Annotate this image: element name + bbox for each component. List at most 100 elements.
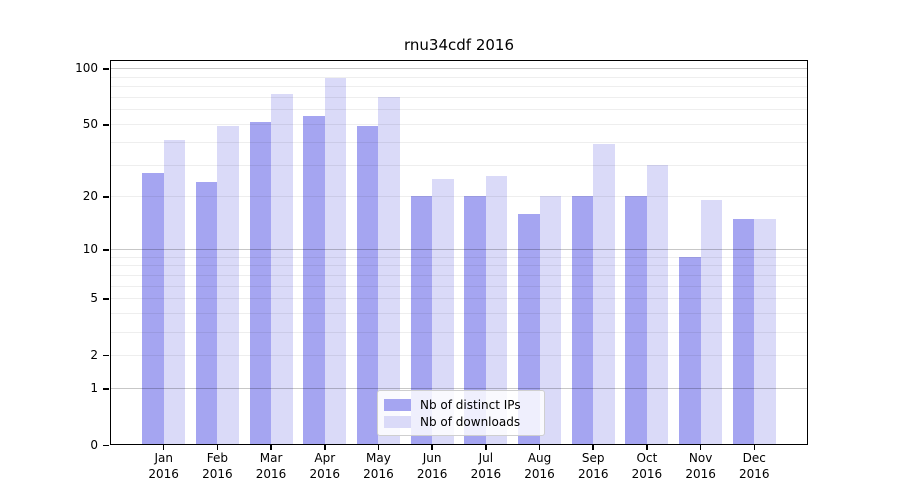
- x-tick-year-oct: 2016: [631, 467, 663, 481]
- bar-distinct-ips-sep: [571, 196, 594, 444]
- bar-distinct-ips-nov: [679, 256, 701, 444]
- legend-item-downloads: Nb of downloads: [384, 415, 538, 429]
- x-tick-year-jun: 2016: [416, 467, 448, 481]
- bar-distinct-ips-mar: [249, 122, 272, 444]
- x-tick-label-mar: Mar 2016: [241, 450, 301, 482]
- x-tick-mark-may: [377, 445, 380, 450]
- y-tick-mark-5: [103, 298, 109, 300]
- y-tick-mark-2: [103, 354, 109, 357]
- x-tick-mark-jun: [431, 445, 433, 450]
- x-tick-label-dec: Dec 2016: [724, 450, 784, 482]
- gridline-minor-90: [111, 76, 807, 78]
- bar-downloads-feb: [217, 125, 239, 444]
- y-tick-label-20: 20: [82, 189, 98, 204]
- bar-distinct-ips-aug: [518, 213, 540, 444]
- bar-downloads-mar: [271, 93, 293, 444]
- y-tick-label-50: 50: [82, 117, 98, 132]
- bar-distinct-ips-oct: [625, 196, 647, 444]
- chart-title: rnu34cdf 2016: [404, 36, 514, 54]
- x-tick-mark-sep: [592, 445, 594, 450]
- y-tick-label-5: 5: [90, 291, 98, 306]
- legend: Nb of distinct IPs Nb of downloads: [377, 390, 545, 436]
- legend-swatch-distinct-ips: [384, 398, 411, 411]
- bar-downloads-nov: [700, 200, 723, 444]
- y-tick-mark-1: [103, 388, 109, 390]
- y-tick-label-10: 10: [82, 242, 98, 257]
- bar-downloads-oct: [646, 164, 669, 444]
- bar-downloads-aug: [539, 196, 562, 444]
- x-tick-year-jan: 2016: [148, 467, 179, 481]
- x-tick-year-apr: 2016: [309, 467, 341, 481]
- x-tick-label-feb: Feb 2016: [187, 450, 247, 482]
- x-tick-mark-jan: [162, 445, 165, 450]
- bar-distinct-ips-feb: [195, 182, 218, 444]
- bar-downloads-apr: [324, 77, 347, 444]
- y-tick-mark-20: [103, 196, 109, 198]
- bar-distinct-ips-jun: [410, 196, 433, 444]
- x-tick-mark-feb: [216, 445, 219, 450]
- x-tick-year-may: 2016: [363, 467, 394, 481]
- x-tick-mark-dec: [753, 445, 756, 450]
- gridline-minor-80: [111, 86, 807, 88]
- gridline-minor-9: [111, 256, 807, 258]
- bar-downloads-jul: [485, 175, 508, 444]
- legend-swatch-downloads: [384, 415, 411, 428]
- bar-downloads-jan: [163, 139, 186, 444]
- x-tick-label-oct: Oct 2016: [617, 450, 677, 482]
- gridline-minor-8: [111, 265, 807, 267]
- y-tick-mark-100: [103, 68, 109, 70]
- y-tick-label-2: 2: [90, 347, 98, 362]
- legend-item-distinct-ips: Nb of distinct IPs: [384, 398, 538, 412]
- gridline-minor-3: [111, 331, 807, 333]
- bar-downloads-sep: [593, 143, 615, 444]
- x-tick-year-feb: 2016: [202, 467, 233, 481]
- gridline-major-1: [111, 388, 807, 389]
- bar-distinct-ips-jan: [142, 172, 164, 444]
- gridline-minor-20: [111, 196, 807, 198]
- gridline-minor-60: [111, 109, 807, 111]
- x-tick-year-aug: 2016: [524, 467, 555, 481]
- x-tick-year-mar: 2016: [255, 467, 287, 481]
- y-tick-mark-10: [103, 249, 109, 251]
- y-tick-label-1: 1: [90, 381, 98, 395]
- gridline-minor-30: [111, 164, 807, 166]
- bar-distinct-ips-jul: [464, 196, 486, 444]
- x-tick-mark-nov: [699, 445, 702, 450]
- gridline-minor-70: [111, 97, 807, 99]
- x-tick-year-nov: 2016: [685, 467, 716, 481]
- y-tick-label-0: 0: [90, 437, 98, 452]
- gridline-major-10: [111, 249, 807, 251]
- bar-distinct-ips-apr: [303, 116, 325, 444]
- x-tick-label-sep: Sep 2016: [563, 450, 623, 482]
- x-tick-year-sep: 2016: [577, 467, 609, 481]
- bar-downloads-may: [378, 97, 400, 444]
- x-tick-mark-mar: [270, 445, 272, 450]
- x-tick-year-jul: 2016: [470, 467, 502, 481]
- gridline-minor-40: [111, 141, 807, 143]
- x-tick-mark-jul: [485, 445, 487, 450]
- bar-distinct-ips-dec: [732, 218, 755, 444]
- gridline-minor-6: [111, 285, 807, 287]
- gridline-minor-4: [111, 313, 807, 315]
- x-tick-label-jan: Jan 2016: [134, 450, 194, 482]
- gridline-minor-2: [111, 354, 807, 356]
- gridline-major-100: [111, 68, 807, 70]
- x-tick-mark-aug: [538, 445, 541, 450]
- x-tick-label-may: May 2016: [348, 450, 408, 482]
- y-tick-mark-50: [103, 124, 109, 126]
- x-tick-label-jul: Jul 2016: [456, 450, 516, 482]
- y-tick-label-100: 100: [75, 61, 98, 76]
- x-tick-label-nov: Nov 2016: [671, 450, 731, 482]
- legend-label-downloads: Nb of downloads: [420, 414, 521, 429]
- y-tick-mark-0: [103, 444, 109, 446]
- gridline-minor-7: [111, 275, 807, 277]
- x-tick-mark-apr: [324, 445, 326, 450]
- x-tick-label-apr: Apr 2016: [295, 450, 355, 482]
- bar-downloads-dec: [754, 218, 776, 444]
- x-tick-label-jun: Jun 2016: [402, 450, 462, 482]
- gridline-minor-5: [111, 298, 807, 300]
- bar-downloads-jun: [432, 178, 454, 444]
- gridline-minor-50: [111, 124, 807, 126]
- x-tick-mark-oct: [646, 445, 648, 450]
